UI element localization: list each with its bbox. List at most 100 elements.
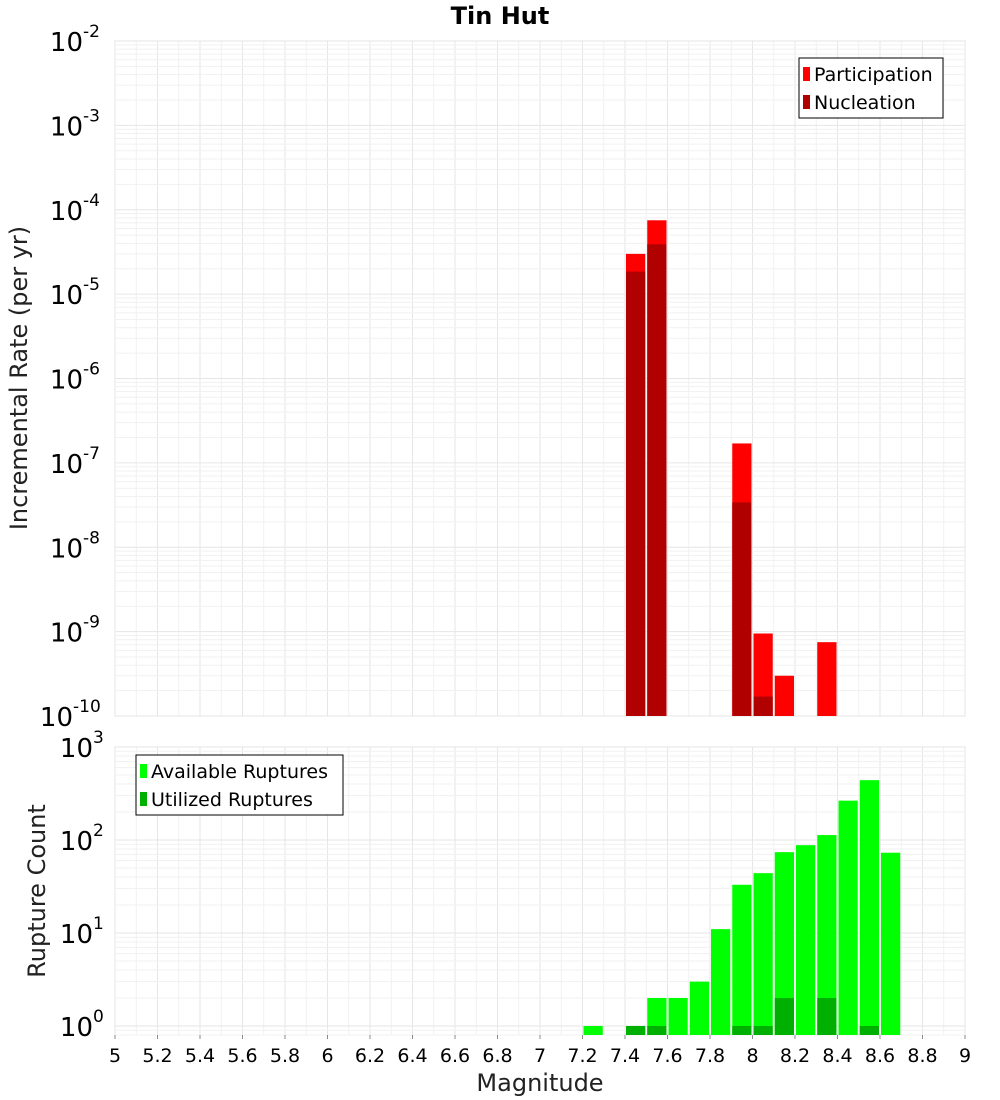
rate-bar-primary	[817, 642, 837, 716]
x-tick-label: 7.4	[610, 1045, 640, 1067]
x-tick-label: 8.6	[865, 1045, 895, 1067]
count-legend: Available Ruptures Utilized Ruptures	[135, 754, 344, 816]
x-tick-label: 7.2	[567, 1045, 597, 1067]
legend-label: Nucleation	[814, 92, 916, 114]
x-tick-label: 5.4	[185, 1045, 215, 1067]
x-tick-label: 8.8	[907, 1045, 937, 1067]
y-tick-base: 10	[50, 534, 83, 564]
count-bar-secondary	[732, 1025, 752, 1035]
count-bar-secondary	[753, 1025, 773, 1035]
y-tick-base: 10	[60, 920, 93, 950]
legend-swatch	[803, 67, 810, 81]
rate-y-axis-label: Incremental Rate (per yr)	[5, 226, 33, 530]
x-tick-label: 5.6	[227, 1045, 257, 1067]
rate-bar-secondary	[753, 696, 773, 716]
y-tick-base: 10	[60, 827, 93, 857]
x-tick-label: 8	[746, 1045, 758, 1067]
count-bar-secondary	[859, 1025, 879, 1035]
count-bar-primary	[711, 929, 731, 1035]
y-tick-label: 10 -10	[40, 697, 101, 733]
x-tick-label: 7	[534, 1045, 546, 1067]
y-tick-label: 10 2	[60, 821, 104, 857]
y-tick-label: 10 1	[60, 914, 104, 950]
y-tick-exponent: -2	[83, 22, 100, 42]
rate-bars	[626, 220, 837, 717]
legend-label: Participation	[814, 64, 933, 86]
y-tick-base: 10	[50, 366, 83, 396]
legend-label: Utilized Ruptures	[151, 789, 313, 811]
x-tick-label: 6.6	[440, 1045, 470, 1067]
y-tick-exponent: -8	[83, 528, 100, 548]
rate-legend: Participation Nucleation	[798, 57, 944, 119]
legend-swatch	[140, 792, 147, 806]
legend-box	[135, 754, 344, 816]
y-tick-label: 10 0	[60, 1007, 104, 1043]
x-tick-label: 6.4	[397, 1045, 427, 1067]
x-tick-label: 7.6	[652, 1045, 682, 1067]
x-ticks: 5 5.2 5.4 5.6 5.8 6 6.2 6.4 6.6 6.8 7 7.2 7.4 7.6 7.8 8…	[109, 1035, 971, 1067]
y-tick-label: 10 -3	[50, 106, 100, 142]
count-bar-primary	[881, 852, 901, 1035]
count-bar-primary	[796, 845, 816, 1035]
count-bar-secondary	[626, 1025, 646, 1035]
y-tick-base: 10	[40, 703, 73, 733]
y-tick-exponent: 0	[93, 1007, 104, 1027]
y-tick-label: 10 -4	[50, 191, 100, 227]
y-tick-exponent: -10	[73, 697, 101, 717]
count-bar-primary	[838, 800, 858, 1035]
y-tick-exponent: -9	[83, 613, 100, 633]
rate-bar-secondary	[626, 271, 646, 716]
y-tick-base: 10	[50, 28, 83, 58]
x-tick-label: 6	[321, 1045, 333, 1067]
y-tick-exponent: -4	[83, 191, 100, 211]
y-tick-exponent: -7	[83, 444, 100, 464]
y-tick-label: 10 -7	[50, 444, 100, 480]
rate-bar-secondary	[732, 502, 752, 716]
x-tick-label: 8.4	[822, 1045, 852, 1067]
count-bar-primary	[774, 852, 794, 1035]
chart-title: Tin Hut	[451, 2, 550, 30]
y-tick-base: 10	[60, 734, 93, 764]
y-tick-exponent: 1	[93, 914, 104, 934]
count-bar-primary	[732, 884, 752, 1035]
y-tick-exponent: -3	[83, 106, 100, 126]
y-tick-base: 10	[60, 1013, 93, 1043]
y-tick-exponent: 3	[93, 728, 104, 748]
y-tick-label: 10 -2	[50, 22, 100, 58]
y-tick-exponent: 2	[93, 821, 104, 841]
x-tick-label: 6.2	[355, 1045, 385, 1067]
count-bar-primary	[647, 997, 667, 1035]
y-tick-exponent: -6	[83, 360, 100, 380]
count-bar-primary	[859, 780, 879, 1035]
y-tick-base: 10	[50, 281, 83, 311]
y-tick-label: 10 -6	[50, 360, 100, 396]
count-bar-primary	[689, 981, 709, 1035]
y-tick-label: 10 -5	[50, 275, 100, 311]
count-bar-secondary	[647, 1025, 667, 1035]
count-bar-primary	[583, 1025, 603, 1035]
rate-bar-primary	[774, 675, 794, 716]
count-bar-primary	[817, 835, 837, 1035]
count-bar-primary	[753, 873, 773, 1035]
y-tick-base: 10	[50, 450, 83, 480]
y-tick-base: 10	[50, 619, 83, 649]
count-y-axis-label: Rupture Count	[23, 804, 51, 978]
count-bar-primary	[668, 997, 688, 1035]
legend-label: Available Ruptures	[151, 761, 328, 783]
rate-bar-primary	[753, 633, 773, 716]
count-bar-secondary	[817, 997, 837, 1035]
x-tick-label: 5.8	[270, 1045, 300, 1067]
x-tick-label: 5.2	[142, 1045, 172, 1067]
rate-grid	[114, 40, 966, 717]
y-tick-label: 10 -9	[50, 613, 100, 649]
x-axis-label: Magnitude	[476, 1069, 603, 1097]
legend-swatch	[803, 95, 810, 109]
rate-bar-secondary	[647, 244, 667, 717]
count-bar-secondary	[774, 997, 794, 1035]
y-tick-label: 10 -8	[50, 528, 100, 564]
